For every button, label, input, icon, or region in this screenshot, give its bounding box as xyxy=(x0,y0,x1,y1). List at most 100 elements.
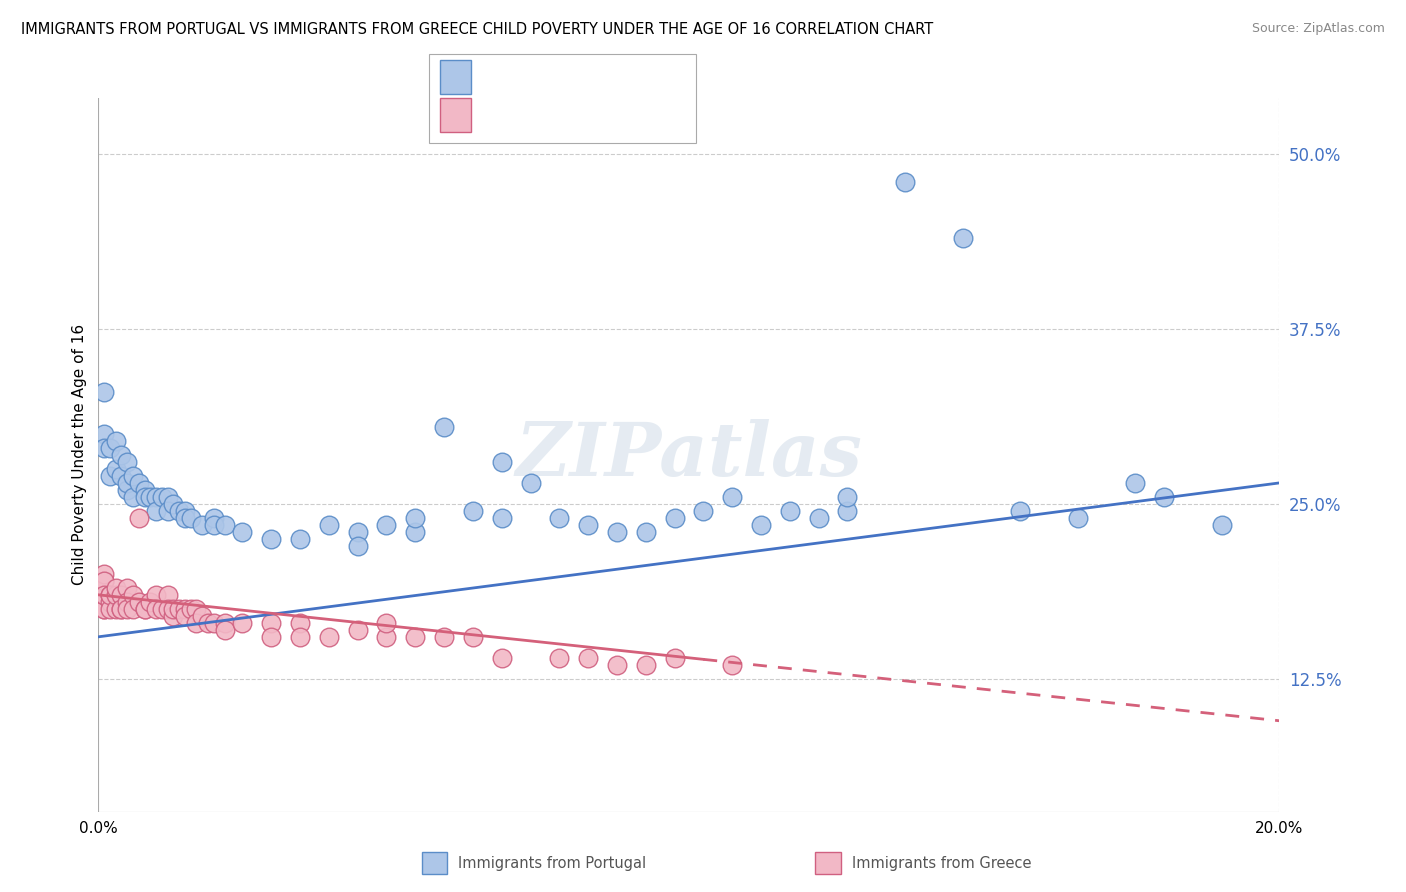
Point xyxy=(145,588,167,602)
Point xyxy=(104,434,127,448)
Point xyxy=(128,595,150,609)
Point xyxy=(837,504,859,518)
Point xyxy=(186,615,208,630)
Point xyxy=(214,517,236,532)
Point xyxy=(173,602,195,616)
Y-axis label: Child Poverty Under the Age of 16: Child Poverty Under the Age of 16 xyxy=(72,325,87,585)
Point xyxy=(375,517,398,532)
Point xyxy=(491,455,513,469)
Point xyxy=(98,588,121,602)
Point xyxy=(122,490,145,504)
Point xyxy=(93,588,115,602)
Text: ZIPatlas: ZIPatlas xyxy=(516,418,862,491)
Point xyxy=(664,650,686,665)
Point xyxy=(721,657,744,672)
Point xyxy=(98,441,121,455)
Point xyxy=(191,608,214,623)
Point xyxy=(93,602,115,616)
Point xyxy=(318,517,340,532)
Point xyxy=(122,469,145,483)
Point xyxy=(1153,490,1175,504)
Point xyxy=(104,462,127,476)
Point xyxy=(461,630,484,644)
Point xyxy=(139,595,162,609)
Text: R = -0.149  N = 64: R = -0.149 N = 64 xyxy=(479,108,619,122)
Point xyxy=(404,630,426,644)
Point xyxy=(491,511,513,525)
Point xyxy=(162,608,184,623)
Point xyxy=(98,602,121,616)
Point xyxy=(115,455,138,469)
Point xyxy=(664,511,686,525)
Point xyxy=(491,650,513,665)
Point xyxy=(346,539,368,553)
Point xyxy=(548,511,571,525)
Point xyxy=(260,532,283,546)
Point xyxy=(606,657,628,672)
Point xyxy=(634,657,657,672)
Point xyxy=(749,517,772,532)
Point xyxy=(634,524,657,539)
Point xyxy=(134,483,156,497)
Point xyxy=(375,630,398,644)
Point xyxy=(122,588,145,602)
Point xyxy=(576,650,599,665)
Point xyxy=(134,602,156,616)
Point xyxy=(180,511,202,525)
Point xyxy=(93,566,115,581)
Point xyxy=(93,602,115,616)
Point xyxy=(260,630,283,644)
Point xyxy=(173,504,195,518)
Point xyxy=(519,475,541,490)
Point xyxy=(93,384,115,399)
Point xyxy=(93,574,115,588)
Point xyxy=(433,630,456,644)
Point xyxy=(346,524,368,539)
Point xyxy=(461,504,484,518)
Point xyxy=(115,581,138,595)
Point xyxy=(173,511,195,525)
Point xyxy=(156,504,179,518)
Point xyxy=(104,581,127,595)
Point xyxy=(110,448,132,462)
Point xyxy=(721,490,744,504)
Point xyxy=(110,602,132,616)
Point xyxy=(606,524,628,539)
Text: Immigrants from Greece: Immigrants from Greece xyxy=(852,855,1032,871)
Point xyxy=(1211,517,1233,532)
Point xyxy=(231,615,253,630)
Point xyxy=(128,511,150,525)
Point xyxy=(202,511,225,525)
Text: Source: ZipAtlas.com: Source: ZipAtlas.com xyxy=(1251,22,1385,36)
Point xyxy=(93,441,115,455)
Point xyxy=(115,595,138,609)
Point xyxy=(837,490,859,504)
Point xyxy=(692,504,714,518)
Text: R =  0.281  N = 63: R = 0.281 N = 63 xyxy=(479,70,617,84)
Point xyxy=(318,630,340,644)
Point xyxy=(122,602,145,616)
Point xyxy=(145,490,167,504)
Point xyxy=(214,623,236,637)
Point xyxy=(167,602,190,616)
Point xyxy=(145,504,167,518)
Point xyxy=(139,490,162,504)
Point xyxy=(1125,475,1147,490)
Point xyxy=(375,615,398,630)
Point xyxy=(150,490,173,504)
Point xyxy=(156,588,179,602)
Point xyxy=(214,615,236,630)
Point xyxy=(162,602,184,616)
Point xyxy=(104,588,127,602)
Point xyxy=(104,602,127,616)
Point xyxy=(110,602,132,616)
Point xyxy=(98,588,121,602)
Point xyxy=(197,615,219,630)
Point xyxy=(145,602,167,616)
Point xyxy=(162,497,184,511)
Point xyxy=(404,511,426,525)
Point xyxy=(576,517,599,532)
Point xyxy=(98,469,121,483)
Point xyxy=(288,532,311,546)
Point xyxy=(231,524,253,539)
